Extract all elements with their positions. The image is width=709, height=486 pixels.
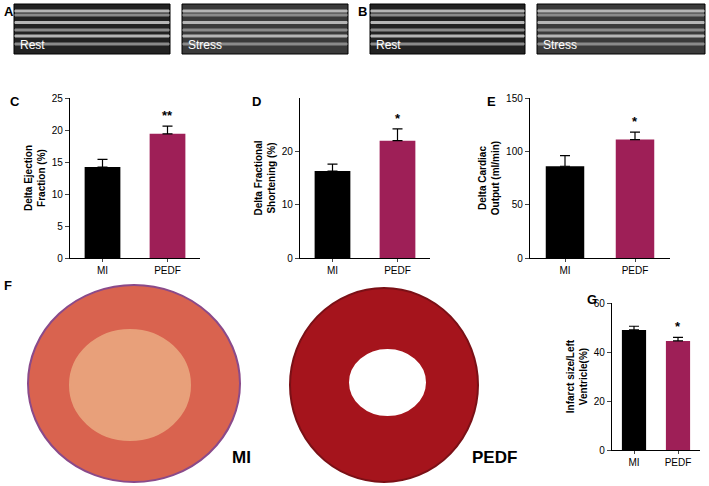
svg-text:60: 60	[594, 298, 606, 309]
svg-text:**: **	[162, 108, 173, 123]
svg-text:MI: MI	[327, 265, 338, 276]
svg-text:20: 20	[594, 396, 606, 407]
svg-text:F: F	[4, 278, 12, 293]
svg-text:0: 0	[287, 253, 293, 264]
svg-text:15: 15	[52, 157, 64, 168]
svg-text:0: 0	[57, 253, 63, 264]
svg-text:MI: MI	[628, 457, 639, 468]
svg-text:MI: MI	[97, 265, 108, 276]
svg-text:50: 50	[512, 199, 524, 210]
svg-text:100: 100	[506, 146, 523, 157]
svg-text:PEDF: PEDF	[154, 265, 181, 276]
svg-text:D: D	[252, 94, 261, 109]
svg-text:0: 0	[599, 445, 605, 456]
svg-text:Rest: Rest	[376, 38, 401, 52]
svg-text:25: 25	[52, 93, 64, 104]
svg-text:10: 10	[282, 199, 294, 210]
svg-text:PEDF: PEDF	[472, 448, 517, 467]
svg-text:40: 40	[594, 347, 606, 358]
svg-text:20: 20	[282, 146, 294, 157]
svg-text:20: 20	[52, 125, 64, 136]
svg-text:5: 5	[57, 221, 63, 232]
svg-text:MI: MI	[559, 265, 570, 276]
svg-text:Rest: Rest	[20, 38, 45, 52]
svg-text:0: 0	[517, 253, 523, 264]
svg-text:Delta EjectionFraction (%): Delta EjectionFraction (%)	[23, 145, 47, 211]
svg-text:Stress: Stress	[188, 38, 222, 52]
svg-text:10: 10	[52, 189, 64, 200]
svg-text:Delta CardiacOutput (ml/min): Delta CardiacOutput (ml/min)	[477, 141, 501, 215]
svg-text:*: *	[675, 319, 681, 334]
svg-text:B: B	[358, 4, 367, 19]
svg-text:C: C	[10, 94, 20, 109]
svg-text:MI: MI	[232, 448, 251, 467]
svg-text:PEDF: PEDF	[665, 457, 692, 468]
svg-text:PEDF: PEDF	[622, 265, 649, 276]
svg-text:*: *	[632, 114, 638, 129]
svg-text:Stress: Stress	[543, 38, 577, 52]
svg-text:E: E	[487, 94, 496, 109]
svg-text:150: 150	[506, 93, 523, 104]
svg-text:Delta FractionalShortening (%): Delta FractionalShortening (%)	[253, 140, 277, 215]
svg-text:PEDF: PEDF	[384, 265, 411, 276]
svg-text:A: A	[4, 4, 14, 19]
svg-text:*: *	[395, 111, 401, 126]
svg-text:Infarct size/LeftVentricle(%): Infarct size/LeftVentricle(%)	[565, 339, 589, 413]
svg-text:G: G	[587, 292, 597, 307]
